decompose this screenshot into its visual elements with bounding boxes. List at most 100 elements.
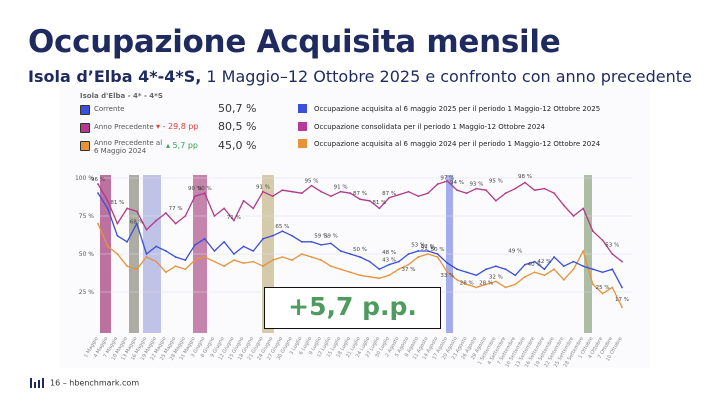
data-label: 50 % [431,247,445,253]
series-point [494,199,497,202]
series-point [349,253,352,255]
series-point [232,219,235,222]
series-point [116,222,119,225]
data-label: 53 % [605,242,619,248]
series-point [456,278,458,281]
series-point [601,239,604,242]
series-point [514,274,517,277]
data-label: 97 % [440,176,454,182]
series-point [436,183,439,185]
series-point [562,265,565,268]
y-tick-label: 100 % [75,175,94,182]
series-point [553,256,555,258]
series-point [582,250,585,252]
series-point [184,259,187,261]
series-point [155,219,158,222]
series-point [291,190,293,193]
series-point [621,306,623,309]
series-point [281,256,284,258]
series-point [155,260,158,263]
series-point [533,260,536,263]
series-point [106,245,109,248]
series-point [475,286,478,289]
series-point [252,207,255,210]
footer-text: 16 – hbenchmark.com [50,378,140,388]
series-point [349,271,352,274]
legend-row-previous-at-date: Anno Precedente al 6 Maggio 2024 ▴ 5,7 p… [80,139,260,159]
series-point [427,250,429,252]
legend-delta-previous: ▾ - 29,8 pp [156,122,199,131]
series-point [252,250,255,252]
series-point [368,199,371,202]
data-label: 65 % [275,224,289,230]
data-label: 50 % [353,247,367,253]
series-point [97,222,99,225]
series-point [145,253,148,255]
series-point [543,274,546,277]
data-label: 37 % [402,267,416,273]
delta-callout-text: +5,7 p.p. [288,292,417,321]
series-point [446,271,449,274]
series-point [621,286,623,289]
right-legend-label-previous: Occupazione consolidata per il periodo 1… [314,123,546,131]
series-point [310,256,313,258]
series-point [543,187,546,190]
series-point [126,207,129,210]
series-point [436,256,439,258]
data-label: 48 % [382,250,396,256]
series-point [165,212,167,214]
legend-name-previous-at-date-1: Anno Precedente al [94,139,163,147]
series-point [611,286,614,289]
series-point [194,243,196,246]
slide-title: Occupazione Acquisita mensile [28,24,561,60]
right-legend-swatch-previous [298,122,307,131]
series-point [106,199,109,202]
series-point [427,192,429,195]
left-legend-title: Isola d'Elba - 4* - 4*S [80,92,163,100]
subtitle-period: 1 Maggio–12 Ottobre 2025 e confronto con… [201,67,692,86]
series-point [533,189,536,192]
legend-name-previous: Anno Precedente [94,123,154,131]
series-point [524,181,526,184]
legend-value-previous: 80,5 % [218,120,257,133]
series-point [582,207,585,210]
legend-delta-previous-at-date: ▴ 5,7 pp [166,141,198,150]
series-point [213,250,216,252]
slide-subtitle: Isola d’Elba 4*-4*S, 1 Maggio–12 Ottobre… [28,67,692,86]
series-point [155,245,158,248]
series-point [116,234,119,237]
series-point [562,204,565,207]
series-point [145,256,148,258]
series-point [203,256,206,258]
series-point [242,262,245,265]
series-point [174,256,177,258]
legend-swatch-previous [80,123,90,133]
legend-name-previous-at-date-2: 6 Maggio 2024 [94,147,147,155]
series-point [427,253,429,255]
series-point [553,268,555,271]
y-tick-label: 25 % [79,289,95,296]
series-point [524,275,526,278]
data-label: 49 % [508,249,522,255]
series-point [368,275,371,278]
data-label: 59 % [314,233,328,239]
data-label: 25 % [596,285,610,291]
series-point [310,240,313,243]
series-point [417,250,420,252]
data-label: 52 % [421,244,435,250]
series-point [135,210,138,213]
series-point [359,198,361,201]
series-point [465,283,468,286]
series-point [329,195,332,198]
data-label: 98 % [518,174,532,180]
series-point [591,230,594,233]
series-point [106,207,109,210]
data-label: 90 % [198,186,212,192]
right-legend-swatch-current [298,104,307,113]
right-legend-swatch-previous-at-date [298,139,307,148]
series-point [126,240,129,243]
series-point [572,268,575,271]
data-label: 32 % [489,274,503,280]
legend-value-current: 50,7 % [218,102,257,115]
